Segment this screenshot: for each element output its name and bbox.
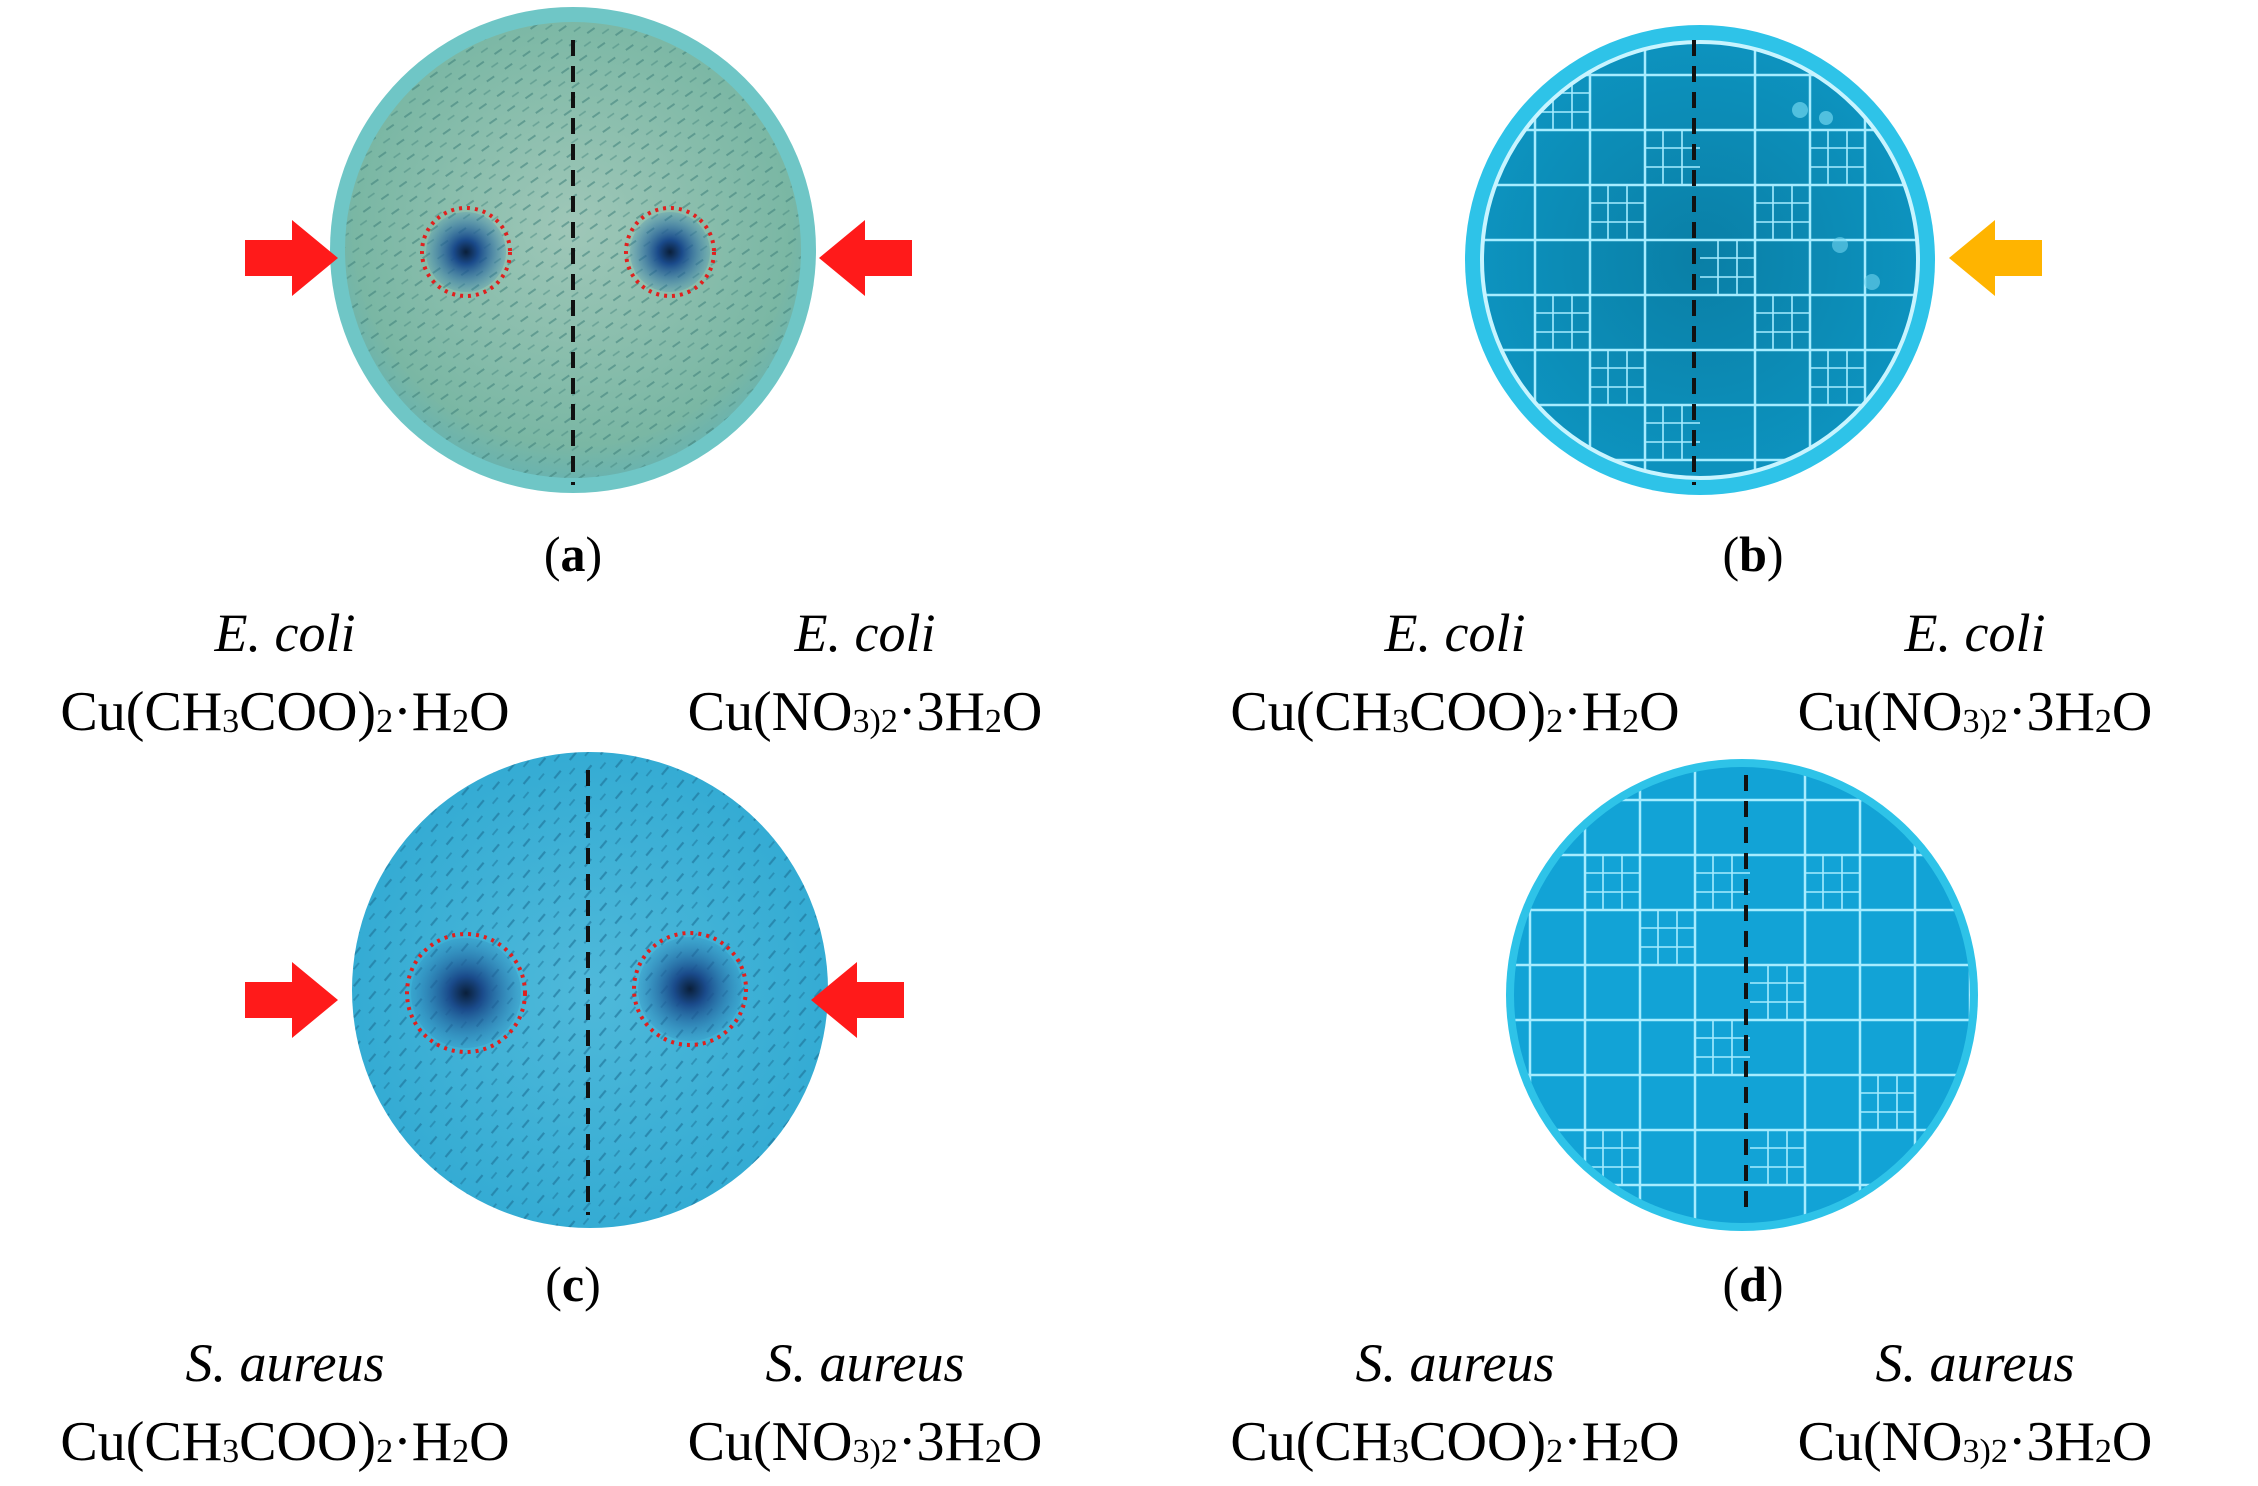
caption-d-left-species: S. aureus bbox=[1355, 1333, 1555, 1393]
arrow-a-left bbox=[245, 220, 338, 296]
dish-a-inhibition-zone-left bbox=[426, 212, 506, 292]
caption-b-right-compound: Cu(NO3)2·3H2O bbox=[1797, 681, 2153, 743]
panel-b-label: (b) bbox=[1722, 526, 1784, 582]
dish-c-ring-right bbox=[632, 931, 748, 1047]
arrow-c-right bbox=[811, 962, 904, 1038]
dish-b-agar bbox=[1482, 42, 1918, 478]
dish-b-inner-rim bbox=[1480, 40, 1920, 480]
dish-b bbox=[1465, 25, 1935, 495]
caption-b-left-compound: Cu(CH3COO)2·H2O bbox=[1230, 681, 1680, 743]
dish-c-inhibition-zone-right bbox=[638, 937, 742, 1041]
dish-b-colony bbox=[1864, 274, 1880, 290]
panel-c-label: (c) bbox=[545, 1256, 601, 1312]
arrow-b-right bbox=[1949, 220, 2042, 296]
caption-d-left-compound: Cu(CH3COO)2·H2O bbox=[1230, 1411, 1680, 1473]
caption-a-left-compound: Cu(CH3COO)2·H2O bbox=[60, 681, 510, 743]
dish-d-agar bbox=[1514, 767, 1970, 1223]
caption-c-right-species: S. aureus bbox=[765, 1333, 965, 1393]
dish-b-colony bbox=[1832, 237, 1848, 253]
caption-a-left-species: E. coli bbox=[214, 603, 356, 663]
arrow-c-left bbox=[245, 962, 338, 1038]
dish-d bbox=[1506, 759, 1978, 1231]
caption-c-left-compound: Cu(CH3COO)2·H2O bbox=[60, 1411, 510, 1473]
caption-d-right-species: S. aureus bbox=[1875, 1333, 2075, 1393]
dish-a-ring-right bbox=[624, 206, 716, 298]
caption-b-left-species: E. coli bbox=[1384, 603, 1526, 663]
caption-c-left-species: S. aureus bbox=[185, 1333, 385, 1393]
dish-c-inhibition-zone-left bbox=[411, 938, 521, 1048]
dish-b-colony bbox=[1819, 111, 1833, 125]
caption-c-right-compound: Cu(NO3)2·3H2O bbox=[687, 1411, 1043, 1473]
dish-c bbox=[352, 752, 828, 1228]
caption-d-right-compound: Cu(NO3)2·3H2O bbox=[1797, 1411, 2153, 1473]
caption-a-right-species: E. coli bbox=[794, 603, 936, 663]
caption-a-right-compound: Cu(NO3)2·3H2O bbox=[687, 681, 1043, 743]
dish-a bbox=[330, 7, 816, 493]
caption-b-right-species: E. coli bbox=[1904, 603, 2046, 663]
dish-a-ring-left bbox=[420, 206, 512, 298]
panel-d-label: (d) bbox=[1722, 1256, 1784, 1312]
dish-a-inhibition-zone-right bbox=[630, 212, 710, 292]
panel-a-label: (a) bbox=[543, 526, 603, 582]
arrow-a-right bbox=[819, 220, 912, 296]
dish-b-colony bbox=[1792, 102, 1808, 118]
dish-c-ring-left bbox=[405, 932, 527, 1054]
